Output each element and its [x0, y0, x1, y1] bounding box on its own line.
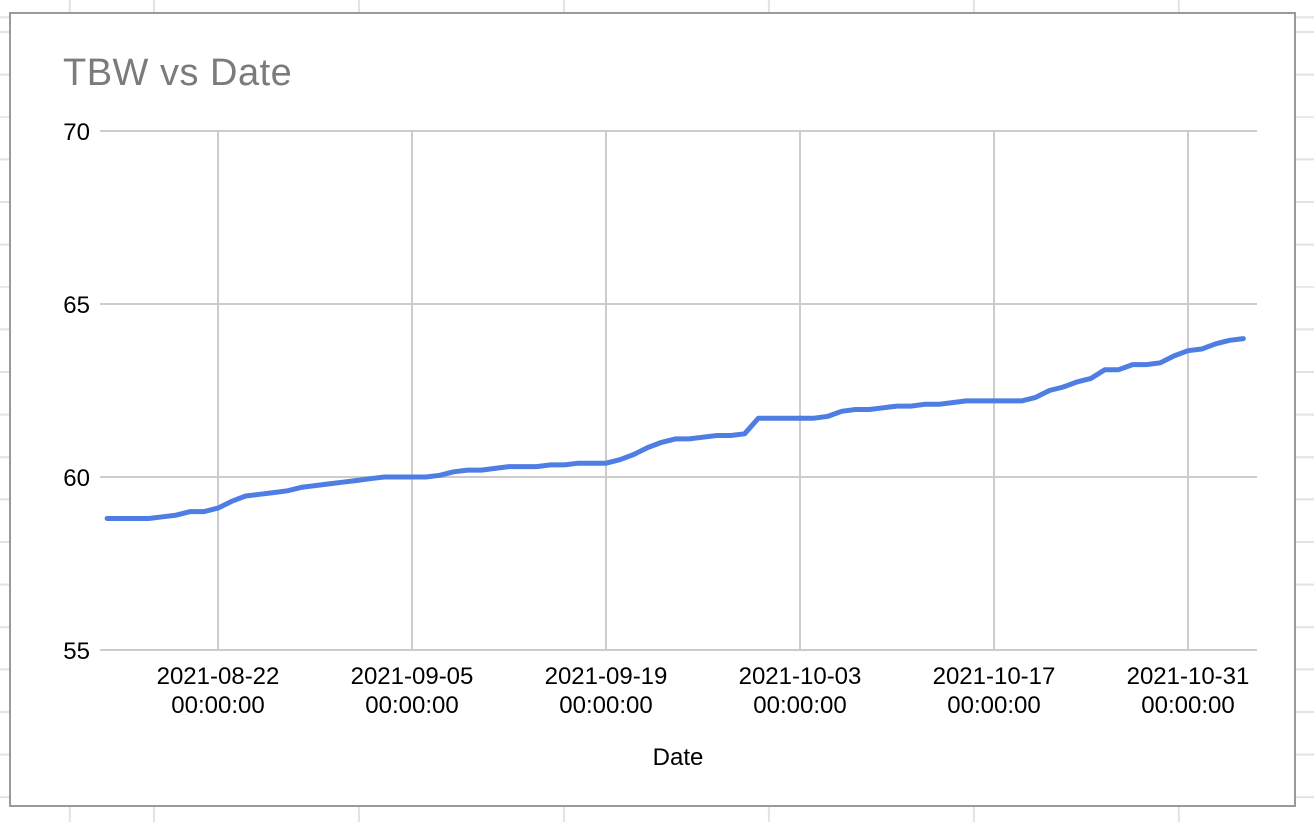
chart-title: TBW vs Date — [63, 52, 293, 94]
x-axis-title: Date — [652, 744, 704, 771]
chart-card[interactable] — [9, 12, 1296, 807]
